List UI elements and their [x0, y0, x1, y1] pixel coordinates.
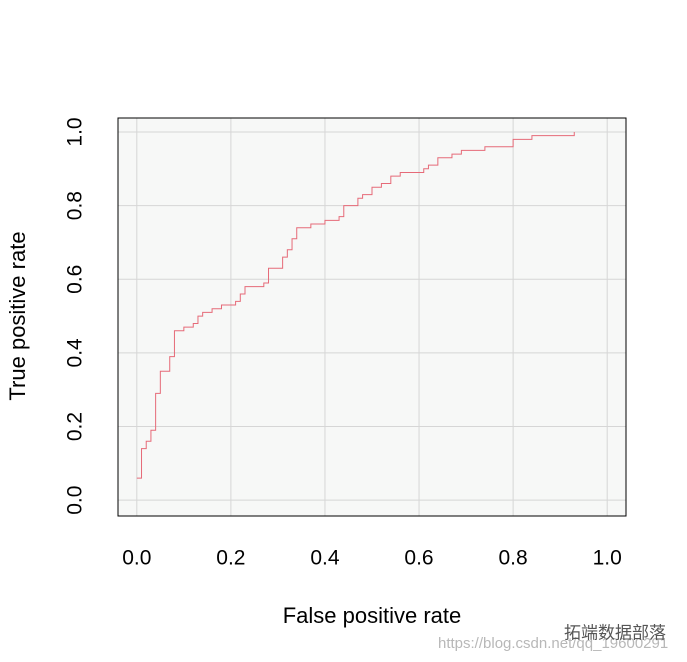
grid — [118, 118, 626, 516]
y-tick-label: 0.2 — [64, 412, 87, 441]
x-tick-label: 0.4 — [310, 547, 340, 570]
x-tick-label: 0.6 — [404, 547, 433, 570]
y-tick-label: 0.4 — [64, 338, 87, 368]
watermark-brand: 拓端数据部落 — [564, 623, 666, 642]
labels: 0.0 0.2 0.4 0.6 0.8 1.0 0.0 0.2 0.4 0.6 0.8 1.0 — [64, 117, 622, 569]
x-tick-label: 0.2 — [216, 547, 245, 570]
plot-background — [118, 118, 626, 516]
y-tick-label: 0.6 — [64, 265, 87, 294]
y-axis-title: True positive rate — [5, 231, 30, 400]
x-axis-title: False positive rate — [283, 603, 462, 628]
y-tick-label: 1.0 — [64, 117, 87, 146]
watermark-url: https://blog.csdn.net/qq_19600291 — [438, 635, 668, 652]
x-tick-label: 0.0 — [122, 547, 151, 570]
curve-layer — [136, 131, 575, 479]
y-tick-label: 0.8 — [64, 191, 87, 220]
x-tick-label: 1.0 — [593, 547, 622, 570]
roc-curve — [136, 131, 575, 479]
y-tick-label: 0.0 — [64, 486, 87, 515]
plot-border — [117, 117, 627, 517]
x-tick-label: 0.8 — [499, 547, 528, 570]
